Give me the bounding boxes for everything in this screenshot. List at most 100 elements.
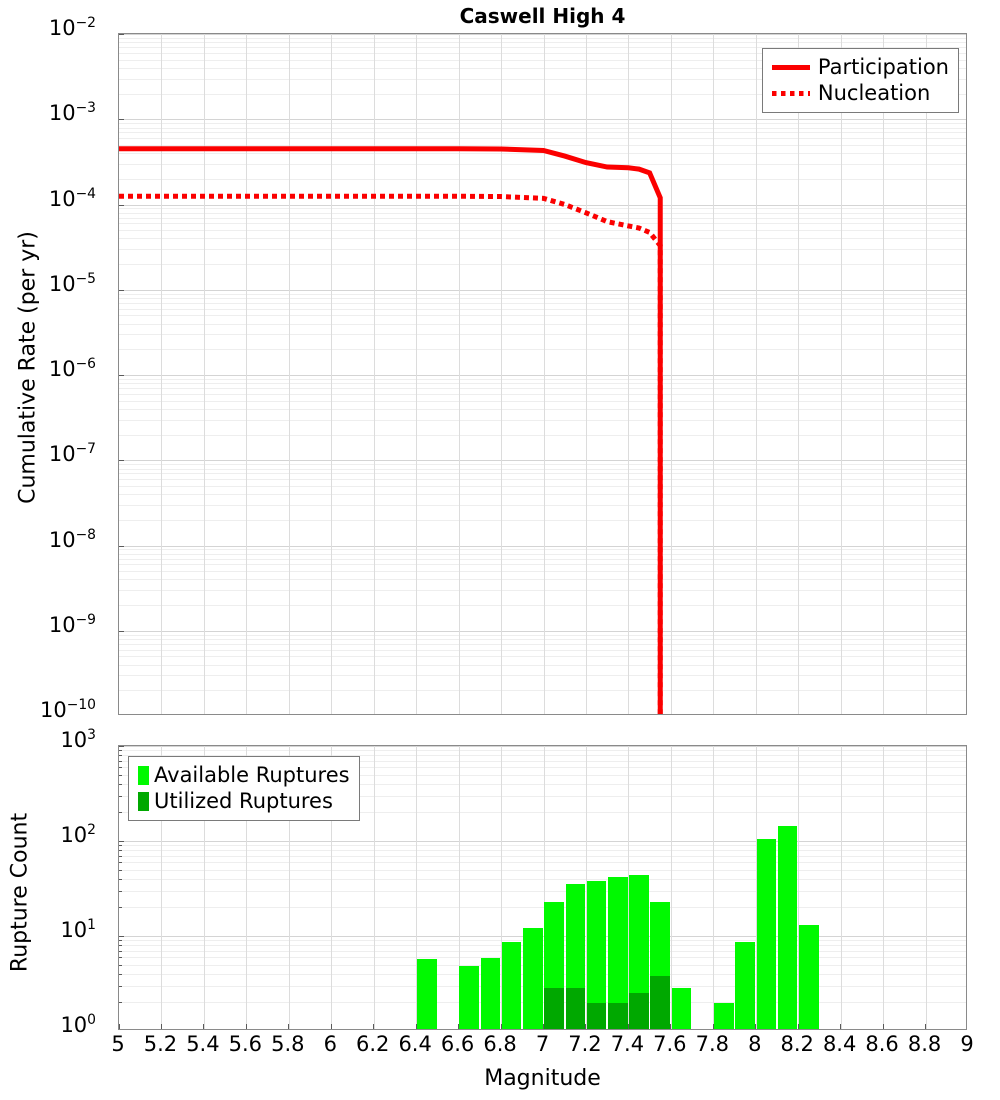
gridline-minor <box>119 634 966 636</box>
gridline-minor <box>119 690 966 692</box>
gridline <box>119 545 966 547</box>
gridline-minor <box>119 302 966 304</box>
curve-participation <box>119 146 663 714</box>
gridline-minor <box>119 163 966 165</box>
tick-mark-minor <box>119 964 122 966</box>
gridline-minor <box>119 639 966 640</box>
tick-mark-minor <box>119 973 122 975</box>
x-tick-label: 6.6 <box>440 1032 475 1056</box>
rupture-count-plot: Available Ruptures Utilized Ruptures <box>118 745 967 1030</box>
gridline <box>840 746 842 1029</box>
gridline-minor <box>119 485 966 487</box>
gridline-minor <box>119 127 966 129</box>
gridline-minor <box>119 549 966 551</box>
gridline-minor <box>119 349 966 351</box>
y-tick-label: 10−6 <box>48 356 96 381</box>
gridline-minor <box>119 378 966 380</box>
gridline-minor <box>119 675 966 677</box>
gridline <box>119 204 966 206</box>
gridline-minor <box>119 519 966 521</box>
gridline <box>925 34 927 714</box>
tick-mark <box>119 119 124 121</box>
tick-mark <box>543 1024 544 1029</box>
x-tick-label: 5.6 <box>228 1032 263 1056</box>
gridline <box>628 34 630 714</box>
gridline-minor <box>119 605 966 607</box>
gridline <box>203 34 205 714</box>
gridline-minor <box>119 774 966 776</box>
gridline-minor <box>119 217 966 219</box>
gridline-minor <box>119 42 966 44</box>
bar-utilized <box>650 976 671 1029</box>
gridline-minor <box>119 47 966 49</box>
gridline-minor <box>119 755 966 757</box>
gridline-minor <box>119 750 966 752</box>
gridline <box>161 34 163 714</box>
gridline-minor <box>119 178 966 180</box>
gridline <box>288 746 290 1029</box>
bottom-legend: Available Ruptures Utilized Ruptures <box>128 756 360 821</box>
tick-mark <box>797 1024 799 1029</box>
gridline-minor <box>119 334 966 336</box>
x-axis-title: Magnitude <box>484 1066 601 1091</box>
legend-item-nucleation: Nucleation <box>771 80 949 106</box>
bar-utilized <box>629 992 649 1029</box>
bar-available <box>714 1002 734 1029</box>
top-legend: Participation Nucleation <box>761 48 959 113</box>
gridline <box>161 746 163 1029</box>
tick-mark <box>119 204 124 206</box>
x-tick-label: 7 <box>535 1032 550 1056</box>
x-tick-label: 7.6 <box>653 1032 687 1056</box>
tick-mark <box>119 1024 120 1029</box>
curve-nucleation <box>119 193 663 714</box>
gridline-minor <box>119 553 966 555</box>
gridline-minor <box>119 760 966 762</box>
x-tick-label: 6.2 <box>355 1032 390 1056</box>
bar-utilized <box>586 1002 607 1029</box>
tick-mark-minor <box>119 774 122 776</box>
gridline-minor <box>119 249 966 251</box>
gridline <box>288 34 290 714</box>
tick-mark-minor <box>119 950 122 952</box>
cumulative-rate-plot: Participation Nucleation <box>118 33 967 715</box>
tick-mark <box>415 1024 417 1029</box>
gridline-minor <box>119 383 966 385</box>
bar-utilized <box>544 988 564 1029</box>
gridline <box>585 34 587 714</box>
top-y-tick-labels: 10−2 10−3 10−4 10−5 10−6 10−7 10−8 10−9 10−10 <box>0 16 108 720</box>
tick-mark-minor <box>119 795 122 797</box>
bar-utilized <box>607 1002 628 1029</box>
tick-mark <box>245 1024 247 1029</box>
gridline <box>119 841 966 842</box>
gridline <box>119 34 966 35</box>
tick-mark-minor <box>119 783 122 785</box>
gridline-minor <box>119 393 966 395</box>
gridline <box>119 119 966 121</box>
tick-mark <box>119 936 124 937</box>
tick-mark <box>670 1024 672 1029</box>
gridline-minor <box>119 238 966 240</box>
bar-available <box>416 958 437 1029</box>
gridline-minor <box>119 78 966 80</box>
tick-mark <box>882 1024 884 1029</box>
gridline <box>246 746 248 1029</box>
legend-item-participation: Participation <box>771 54 949 80</box>
tick-mark-minor <box>119 812 122 814</box>
tick-mark <box>119 545 124 547</box>
tick-mark-minor <box>119 940 122 942</box>
tick-mark <box>119 34 124 35</box>
gridline-minor <box>119 67 966 69</box>
y-tick-label: 10−9 <box>48 611 96 637</box>
x-tick-label: 8.6 <box>865 1032 899 1056</box>
x-tick-label: 8 <box>748 1032 762 1056</box>
gridline-minor <box>119 845 966 847</box>
tick-mark <box>119 460 124 462</box>
bar-available <box>586 881 607 1029</box>
tick-mark <box>119 375 124 376</box>
y-tick-label: 10−7 <box>48 441 96 467</box>
x-tick-label: 5.8 <box>271 1032 305 1056</box>
gridline <box>119 289 966 291</box>
tick-mark <box>627 1024 629 1029</box>
gridline-minor <box>119 212 966 214</box>
gridline <box>713 746 715 1029</box>
